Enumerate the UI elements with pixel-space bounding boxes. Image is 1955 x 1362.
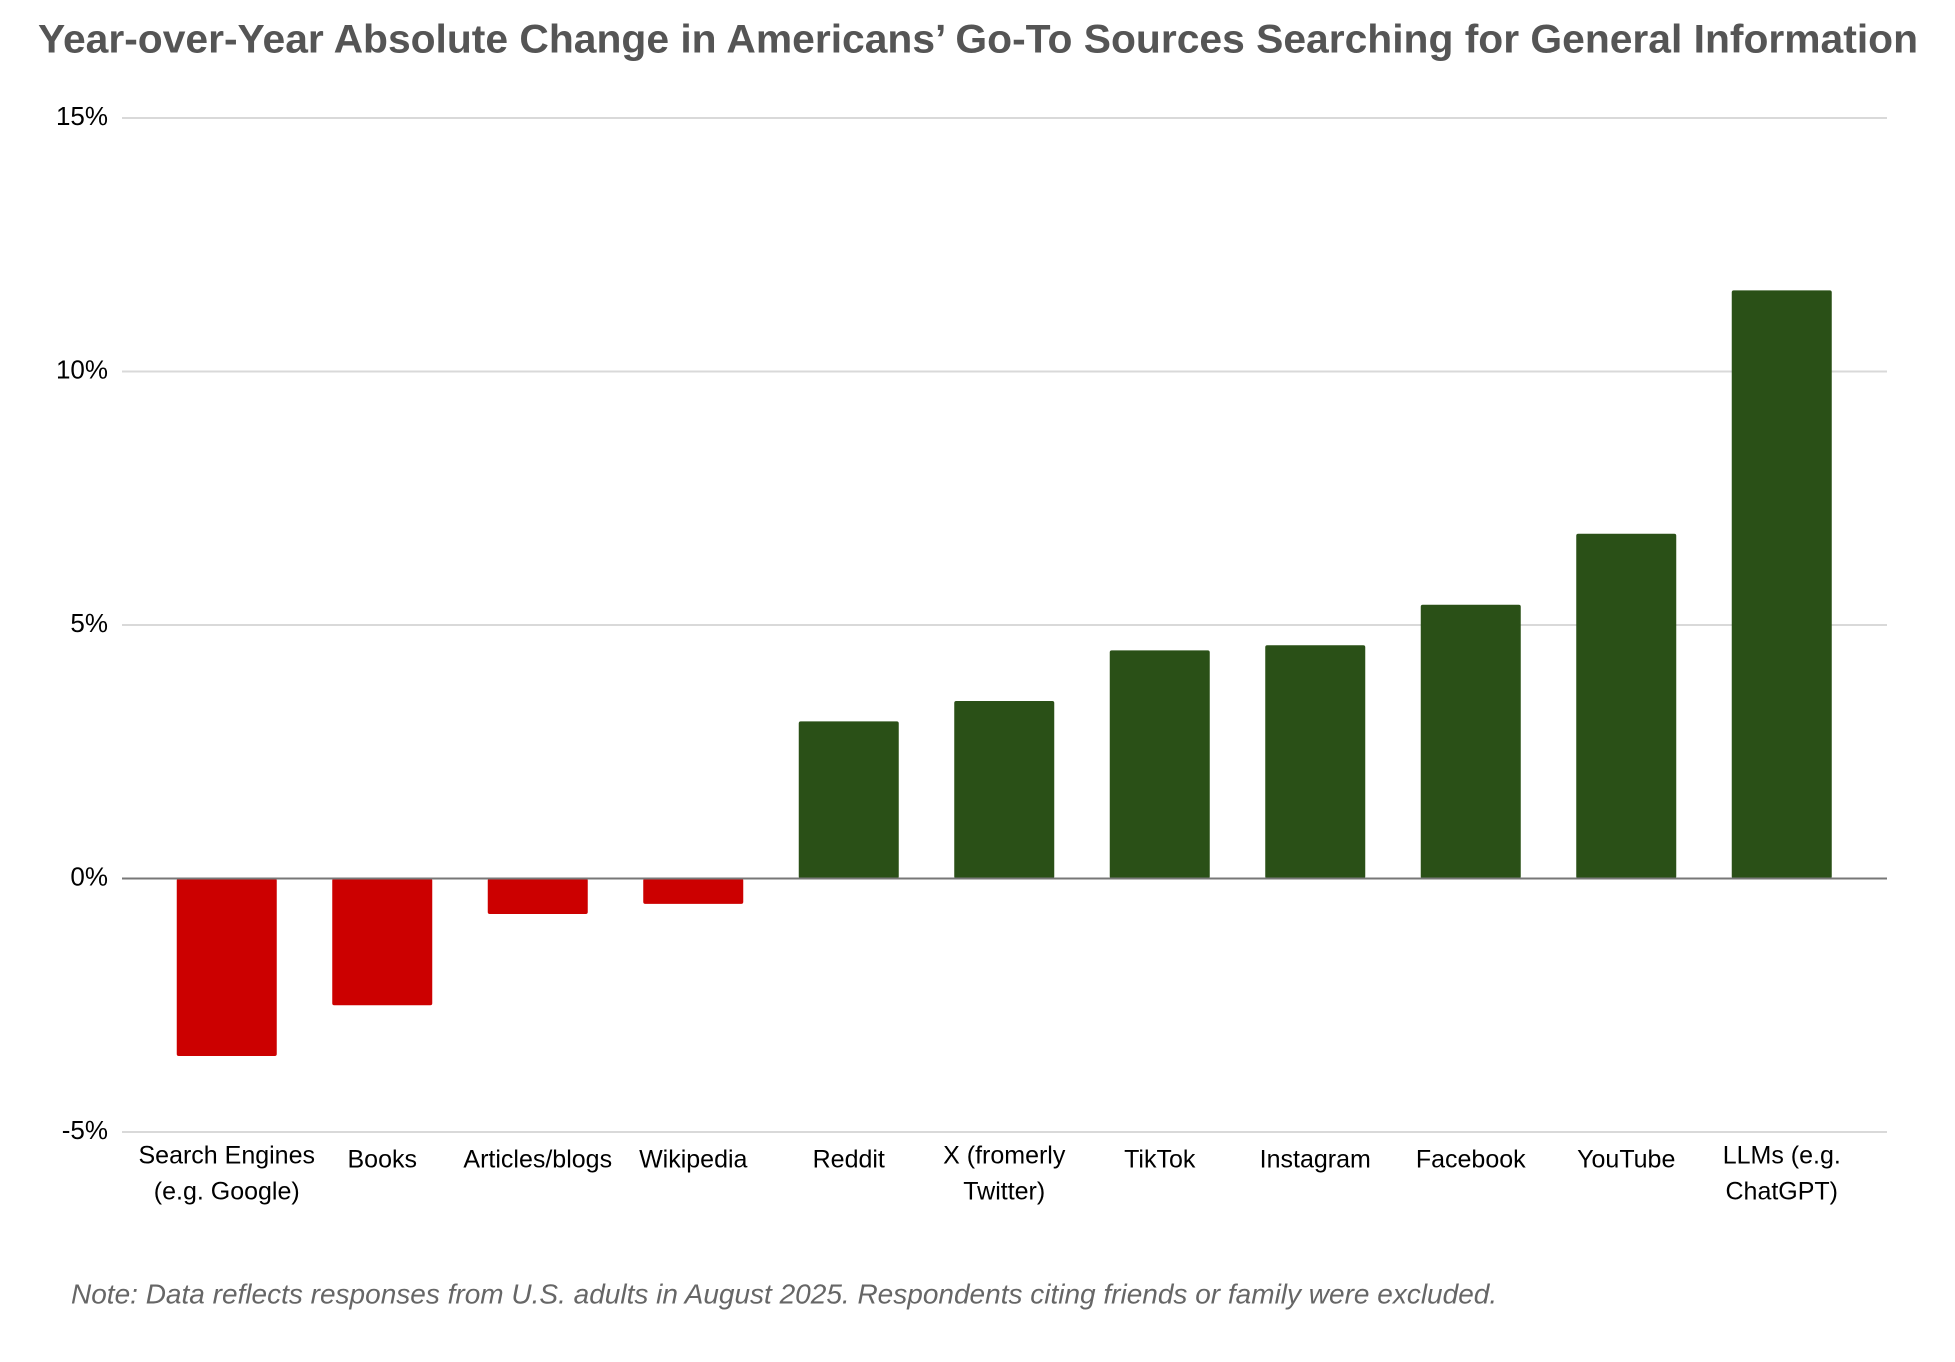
chart-title: Year-over-Year Absolute Change in Americ… — [38, 18, 1918, 62]
x-tick-label: X (fromerly — [943, 1142, 1066, 1170]
x-tick-label: LLMs (e.g. — [1723, 1142, 1841, 1170]
y-tick-label: 0% — [70, 861, 108, 891]
y-tick-label: 10% — [56, 354, 108, 384]
y-tick-label: -5% — [62, 1115, 108, 1145]
bar — [798, 721, 899, 879]
bar — [954, 701, 1055, 879]
x-tick-label: Search Engines — [138, 1142, 315, 1170]
bar — [1420, 604, 1521, 879]
x-tick-label: YouTube — [1577, 1146, 1675, 1174]
bar — [1731, 290, 1832, 879]
bar — [332, 878, 433, 1006]
x-tick-label: Articles/blogs — [463, 1146, 612, 1174]
bar — [176, 878, 277, 1056]
x-tick-label: Facebook — [1416, 1146, 1526, 1174]
bar — [1109, 650, 1210, 879]
x-tick-label: TikTok — [1124, 1146, 1196, 1174]
y-tick-label: 5% — [70, 608, 108, 638]
x-tick-label: Reddit — [813, 1146, 885, 1174]
bar — [643, 878, 744, 904]
bar — [487, 878, 588, 914]
bar — [1265, 645, 1366, 879]
x-tick-label: Wikipedia — [639, 1146, 747, 1174]
chart-note: Note: Data reflects responses from U.S. … — [71, 1278, 1497, 1309]
y-tick-label: 15% — [56, 101, 108, 131]
x-tick-label: Books — [348, 1146, 417, 1174]
x-tick-label: Twitter) — [963, 1178, 1045, 1206]
x-tick-label: ChatGPT) — [1725, 1178, 1838, 1206]
x-tick-label: Instagram — [1260, 1146, 1371, 1174]
bar — [1576, 533, 1677, 879]
x-tick-label: (e.g. Google) — [154, 1178, 300, 1206]
